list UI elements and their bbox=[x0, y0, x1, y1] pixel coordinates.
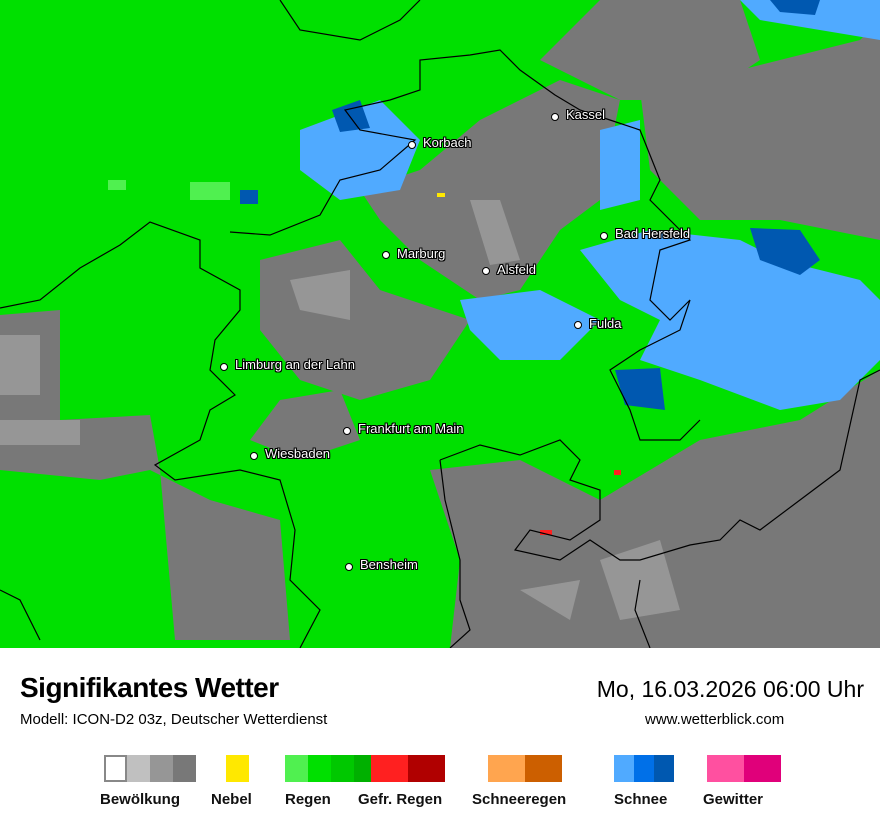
legend-swatch bbox=[285, 755, 308, 782]
cloud-areas bbox=[0, 0, 880, 648]
legend-swatch bbox=[488, 755, 525, 782]
model-info: Modell: ICON-D2 03z, Deutscher Wetterdie… bbox=[20, 711, 328, 728]
legend-swatch bbox=[104, 755, 127, 782]
legend-label: Nebel bbox=[211, 791, 252, 808]
borders bbox=[0, 0, 880, 649]
legend-label: Schnee bbox=[614, 791, 668, 808]
legend-swatch bbox=[173, 755, 196, 782]
legend-swatches-3 bbox=[371, 755, 445, 782]
legend-swatch bbox=[371, 755, 408, 782]
legend-swatches-2 bbox=[285, 755, 377, 782]
legend-label: Gewitter bbox=[703, 791, 764, 808]
legend-swatch bbox=[308, 755, 331, 782]
website-link[interactable]: www.wetterblick.com bbox=[645, 711, 785, 728]
legend-swatch bbox=[654, 755, 674, 782]
legend-swatch bbox=[707, 755, 744, 782]
legend-label: Regen bbox=[285, 791, 331, 808]
legend-swatch bbox=[150, 755, 173, 782]
legend-swatches-1 bbox=[226, 755, 249, 782]
legend-swatch bbox=[614, 755, 634, 782]
legend-label: Bewölkung bbox=[100, 791, 181, 808]
legend-swatches-5 bbox=[614, 755, 674, 782]
legend-swatch bbox=[226, 755, 249, 782]
legend-swatch bbox=[331, 755, 354, 782]
legend-swatch bbox=[408, 755, 445, 782]
weather-map: Kassel Korbach Bad Hersfeld Marburg Alsf… bbox=[0, 0, 880, 649]
legend-label: Schneeregen bbox=[472, 791, 567, 808]
map-layers bbox=[0, 0, 880, 649]
legend-swatch bbox=[127, 755, 150, 782]
legend-swatches-0 bbox=[104, 755, 196, 782]
legend-swatch bbox=[634, 755, 654, 782]
legend-swatch bbox=[744, 755, 781, 782]
legend-swatches-6 bbox=[707, 755, 781, 782]
legend-swatches-4 bbox=[488, 755, 562, 782]
forecast-datetime: Mo, 16.03.2026 06:00 Uhr bbox=[596, 676, 864, 702]
legend-label: Gefr. Regen bbox=[358, 791, 443, 808]
legend-swatch bbox=[525, 755, 562, 782]
chart-title: Signifikantes Wetter bbox=[20, 672, 279, 703]
